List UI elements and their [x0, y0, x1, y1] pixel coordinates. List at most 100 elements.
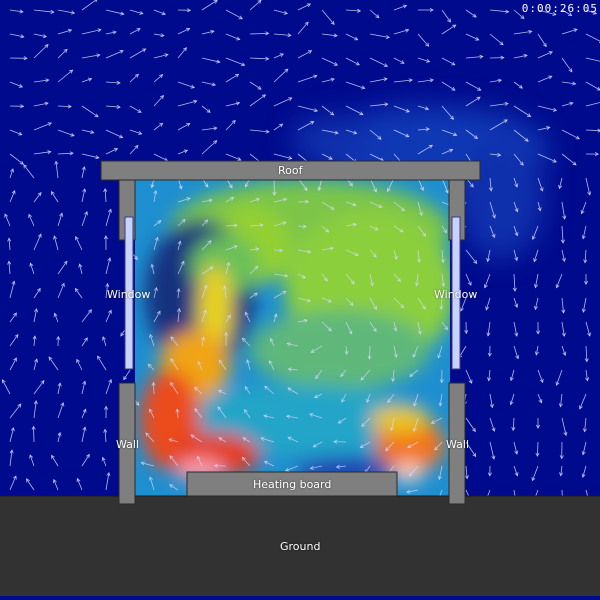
velocity-arrowhead — [36, 287, 41, 293]
velocity-arrowhead — [583, 259, 588, 264]
velocity-arrowhead — [217, 406, 222, 411]
velocity-arrow — [81, 129, 94, 134]
velocity-arrow — [105, 31, 117, 35]
window-right[interactable] — [451, 216, 461, 370]
velocity-arrowhead — [234, 73, 240, 78]
velocity-arrow — [369, 273, 373, 286]
velocity-arrow — [489, 441, 495, 460]
velocity-arrowhead — [333, 62, 339, 66]
wall-left[interactable] — [118, 382, 136, 505]
velocity-arrowhead — [108, 208, 112, 213]
velocity-arrowhead — [170, 358, 175, 363]
velocity-arrowhead — [164, 53, 169, 58]
velocity-arrowhead — [581, 235, 586, 240]
velocity-arrowhead — [552, 12, 557, 16]
velocity-arrowhead — [581, 308, 586, 313]
velocity-arrow — [176, 409, 179, 419]
velocity-arrow — [537, 201, 541, 211]
velocity-arrow — [582, 465, 587, 478]
velocity-arrowhead — [103, 428, 108, 433]
velocity-arrowhead — [150, 183, 155, 189]
velocity-arrow — [177, 81, 195, 88]
velocity-arrowhead — [396, 277, 401, 283]
velocity-arrowhead — [282, 290, 287, 295]
velocity-arrow — [269, 360, 275, 371]
velocity-arrow — [273, 97, 292, 107]
velocity-arrowhead — [287, 436, 292, 441]
heating-board[interactable] — [186, 471, 398, 497]
velocity-arrow — [153, 287, 157, 299]
velocity-arrowhead — [170, 336, 175, 341]
velocity-arrowhead — [244, 386, 249, 391]
velocity-arrowhead — [464, 330, 469, 335]
velocity-arrow — [246, 359, 251, 371]
velocity-arrow — [249, 32, 269, 35]
velocity-arrowhead — [23, 164, 28, 169]
velocity-arrow — [387, 393, 395, 403]
wall-right[interactable] — [448, 382, 466, 505]
velocity-arrow — [273, 290, 287, 299]
velocity-arrowhead — [327, 298, 333, 303]
velocity-arrowhead — [310, 349, 315, 353]
velocity-arrow — [201, 0, 218, 11]
velocity-arrow — [219, 359, 227, 371]
velocity-arrowhead — [48, 356, 53, 361]
velocity-arrow — [249, 81, 262, 90]
velocity-arrow — [149, 409, 155, 419]
velocity-arrow — [153, 95, 164, 107]
velocity-arrow — [561, 249, 565, 262]
window-left[interactable] — [124, 216, 134, 370]
velocity-arrow — [407, 441, 419, 448]
velocity-arrow — [366, 393, 371, 403]
velocity-arrow — [201, 57, 220, 63]
velocity-arrow — [561, 417, 567, 436]
velocity-arrowhead — [217, 389, 223, 394]
velocity-arrow — [513, 441, 518, 455]
velocity-arrow — [537, 441, 539, 457]
velocity-arrow — [225, 314, 231, 323]
velocity-arrow — [393, 321, 397, 331]
velocity-arrowhead — [561, 257, 566, 263]
velocity-arrowhead — [483, 284, 488, 289]
velocity-arrowhead — [116, 104, 121, 109]
roof[interactable] — [100, 160, 481, 181]
velocity-arrow — [79, 264, 83, 275]
velocity-arrowhead — [413, 402, 418, 407]
velocity-arrowhead — [168, 438, 173, 443]
velocity-arrow — [585, 369, 588, 381]
velocity-arrowhead — [499, 41, 504, 46]
velocity-arrowhead — [439, 379, 444, 384]
velocity-arrowhead — [552, 107, 558, 112]
velocity-arrow — [225, 197, 234, 203]
velocity-arrowhead — [233, 223, 238, 228]
velocity-arrowhead — [170, 381, 174, 387]
velocity-arrowhead — [9, 449, 14, 454]
velocity-arrow — [465, 129, 478, 139]
velocity-arrowhead — [538, 399, 543, 404]
velocity-arrowhead — [512, 287, 517, 292]
velocity-arrowhead — [393, 255, 398, 261]
velocity-arrow — [33, 308, 37, 323]
velocity-arrow — [438, 465, 443, 480]
velocity-arrowhead — [101, 456, 106, 462]
velocity-arrowhead — [268, 359, 273, 365]
velocity-arrowhead — [594, 152, 600, 157]
velocity-arrow — [487, 249, 491, 262]
velocity-arrow — [76, 359, 83, 371]
velocity-arrowhead — [312, 443, 317, 448]
velocity-arrowhead — [202, 309, 207, 314]
velocity-arrowhead — [464, 475, 469, 480]
velocity-arrow — [321, 297, 332, 303]
velocity-arrowhead — [134, 73, 139, 78]
velocity-arrow — [270, 338, 275, 347]
velocity-arrow — [321, 57, 338, 66]
velocity-arrowhead — [69, 69, 74, 74]
velocity-arrowhead — [384, 102, 389, 107]
velocity-arrowhead — [12, 475, 17, 480]
velocity-arrow — [9, 450, 13, 467]
velocity-arrow — [489, 153, 501, 156]
velocity-arrow — [201, 199, 213, 203]
velocity-arrow — [9, 403, 22, 419]
velocity-arrow — [9, 334, 19, 347]
